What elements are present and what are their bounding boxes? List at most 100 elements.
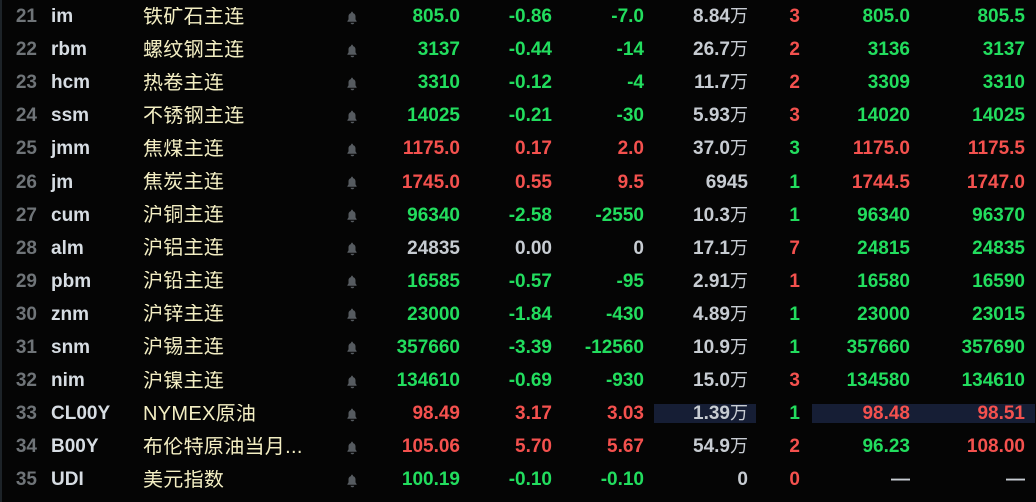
ask-price[interactable]: 14025 <box>972 106 1025 126</box>
ask-price[interactable]: 24835 <box>972 238 1025 258</box>
table-row[interactable]: 30 znm 沪锌主连 23000 -1.84 -430 4.89万 1 23000 23015 <box>0 298 1036 331</box>
last-price[interactable]: 24835 <box>407 238 460 258</box>
last-price[interactable]: 23000 <box>407 304 460 324</box>
bid-price[interactable]: 24815 <box>857 238 910 258</box>
table-row[interactable]: 22 rbm 螺纹钢主连 3137 -0.44 -14 26.7万 2 3136 3137 <box>0 33 1036 66</box>
alert-bell-button[interactable] <box>336 73 368 92</box>
last-price[interactable]: 98.49 <box>412 404 460 424</box>
volume[interactable]: 10.3万 <box>654 206 756 225</box>
alert-bell-button[interactable] <box>336 7 368 26</box>
instrument-code[interactable]: nim <box>51 371 85 391</box>
table-row[interactable]: 31 snm 沪锡主连 357660 -3.39 -12560 10.9万 1 357660 35… <box>0 331 1036 364</box>
instrument-name[interactable]: 不锈钢主连 <box>143 106 336 126</box>
instrument-name[interactable]: 焦炭主连 <box>143 172 336 192</box>
last-price[interactable]: 805.0 <box>412 7 460 27</box>
bid-price[interactable]: — <box>891 470 910 490</box>
position-count[interactable]: 3 <box>789 106 800 126</box>
position-count[interactable]: 1 <box>789 271 800 291</box>
change-amount[interactable]: 3.03 <box>607 404 644 424</box>
position-count[interactable]: 3 <box>789 7 800 27</box>
instrument-code[interactable]: B00Y <box>51 437 99 457</box>
alert-bell-button[interactable] <box>336 470 368 489</box>
instrument-code[interactable]: CL00Y <box>51 404 111 424</box>
alert-bell-button[interactable] <box>336 404 368 423</box>
instrument-code[interactable]: im <box>51 7 74 27</box>
table-row[interactable]: 27 cum 沪铜主连 96340 -2.58 -2550 10.3万 1 96340 96370 <box>0 199 1036 232</box>
table-row[interactable]: 33 CL00Y NYMEX原油 98.49 3.17 3.03 1.39万 1 98.48 98… <box>0 397 1036 430</box>
ask-price[interactable]: 134610 <box>961 371 1025 391</box>
instrument-code[interactable]: jm <box>51 172 74 192</box>
instrument-name[interactable]: 沪镍主连 <box>143 371 336 391</box>
last-price[interactable]: 16585 <box>407 271 460 291</box>
alert-bell-button[interactable] <box>336 305 368 324</box>
volume[interactable]: 17.1万 <box>654 239 756 258</box>
instrument-code[interactable]: alm <box>51 238 84 258</box>
volume[interactable]: 26.7万 <box>654 40 756 59</box>
ask-price[interactable]: 3137 <box>982 40 1025 60</box>
position-count[interactable]: 2 <box>789 73 800 93</box>
last-price[interactable]: 1745.0 <box>401 172 460 192</box>
table-row[interactable]: 25 jmm 焦煤主连 1175.0 0.17 2.0 37.0万 3 1175.0 1175.5 <box>0 132 1036 165</box>
change-percent[interactable]: 0.55 <box>515 172 552 192</box>
ask-price[interactable]: 98.51 <box>922 404 1035 424</box>
change-amount[interactable]: -2550 <box>595 205 644 225</box>
instrument-name[interactable]: 沪铜主连 <box>143 205 336 225</box>
instrument-name[interactable]: 沪锌主连 <box>143 304 336 324</box>
volume[interactable]: 15.0万 <box>654 371 756 390</box>
change-amount[interactable]: -12560 <box>584 337 644 357</box>
alert-bell-button[interactable] <box>336 173 368 192</box>
bid-price[interactable]: 805.0 <box>862 7 910 27</box>
last-price[interactable]: 100.19 <box>401 470 460 490</box>
last-price[interactable]: 3310 <box>417 73 460 93</box>
last-price[interactable]: 105.06 <box>401 437 460 457</box>
instrument-name[interactable]: 布伦特原油当月... <box>143 437 336 457</box>
change-amount[interactable]: -7.0 <box>611 7 644 27</box>
instrument-name[interactable]: 焦煤主连 <box>143 139 336 159</box>
table-row[interactable]: 35 UDI 美元指数 100.19 -0.10 -0.10 0 0 — — <box>0 463 1036 496</box>
table-row[interactable]: 24 ssm 不锈钢主连 14025 -0.21 -30 5.93万 3 14020 14025 <box>0 99 1036 132</box>
bid-price[interactable]: 3309 <box>867 73 910 93</box>
change-amount[interactable]: 5.67 <box>607 437 644 457</box>
instrument-name[interactable]: 铁矿石主连 <box>143 7 336 27</box>
change-amount[interactable]: -430 <box>605 304 644 324</box>
instrument-name[interactable]: 螺纹钢主连 <box>143 40 336 60</box>
bid-price[interactable]: 98.48 <box>812 404 922 424</box>
instrument-code[interactable]: znm <box>51 304 89 324</box>
ask-price[interactable]: 1747.0 <box>966 172 1025 192</box>
volume[interactable]: 0 <box>654 470 756 489</box>
bid-price[interactable]: 134580 <box>846 371 910 391</box>
last-price[interactable]: 96340 <box>407 205 460 225</box>
volume[interactable]: 10.9万 <box>654 338 756 357</box>
change-percent[interactable]: -0.69 <box>508 371 552 391</box>
alert-bell-button[interactable] <box>336 139 368 158</box>
change-percent[interactable]: 0.17 <box>515 139 552 159</box>
instrument-name[interactable]: 热卷主连 <box>143 73 336 93</box>
alert-bell-button[interactable] <box>336 40 368 59</box>
last-price[interactable]: 14025 <box>407 106 460 126</box>
change-percent[interactable]: -3.39 <box>508 337 552 357</box>
change-percent[interactable]: -0.10 <box>508 470 552 490</box>
bid-price[interactable]: 1744.5 <box>851 172 910 192</box>
position-count[interactable]: 1 <box>789 337 800 357</box>
instrument-code[interactable]: jmm <box>51 139 91 159</box>
volume[interactable]: 11.7万 <box>654 73 756 92</box>
position-count[interactable]: 2 <box>789 40 800 60</box>
bid-price[interactable]: 3136 <box>867 40 910 60</box>
bid-price[interactable]: 1175.0 <box>852 139 910 159</box>
position-count[interactable]: 1 <box>789 205 800 225</box>
ask-price[interactable]: 805.5 <box>977 7 1025 27</box>
change-percent[interactable]: -2.58 <box>508 205 552 225</box>
instrument-code[interactable]: cum <box>51 205 91 225</box>
ask-price[interactable]: 16590 <box>972 271 1025 291</box>
position-count[interactable]: 0 <box>789 470 800 490</box>
volume[interactable]: 2.91万 <box>654 272 756 291</box>
change-percent[interactable]: -0.86 <box>508 7 552 27</box>
change-amount[interactable]: -30 <box>616 106 644 126</box>
ask-price[interactable]: 108.00 <box>966 437 1025 457</box>
ask-price[interactable]: 96370 <box>972 205 1025 225</box>
position-count[interactable]: 3 <box>789 371 800 391</box>
change-percent[interactable]: -0.57 <box>508 271 552 291</box>
volume[interactable]: 1.39万 <box>654 404 756 424</box>
table-row[interactable]: 34 B00Y 布伦特原油当月... 105.06 5.70 5.67 54.9万 2 96.2… <box>0 430 1036 463</box>
